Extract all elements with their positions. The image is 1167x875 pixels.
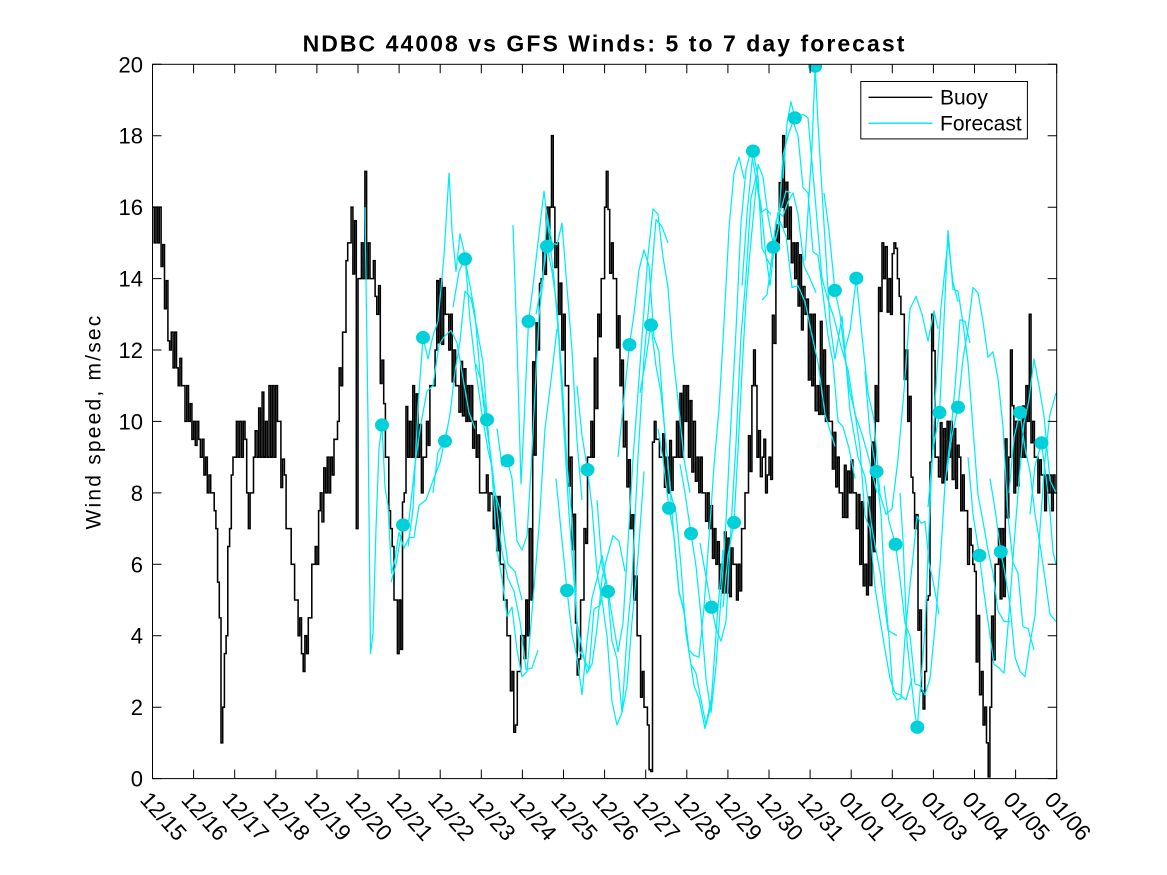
svg-text:Buoy: Buoy [940,87,988,110]
svg-text:4: 4 [131,624,143,649]
svg-text:10: 10 [119,409,143,434]
svg-text:6: 6 [131,552,143,577]
svg-text:18: 18 [119,124,143,149]
svg-text:Forecast: Forecast [940,113,1022,136]
svg-text:12: 12 [119,338,143,363]
svg-text:Wind speed, m/sec: Wind speed, m/sec [83,314,106,530]
svg-text:2: 2 [131,695,143,720]
svg-text:16: 16 [119,195,143,220]
svg-text:20: 20 [119,52,143,77]
svg-text:14: 14 [119,267,143,292]
svg-text:0: 0 [131,767,143,792]
svg-text:8: 8 [131,481,143,506]
svg-text:NDBC 44008 vs GFS Winds: 5 to: NDBC 44008 vs GFS Winds: 5 to 7 day fore… [303,31,907,57]
